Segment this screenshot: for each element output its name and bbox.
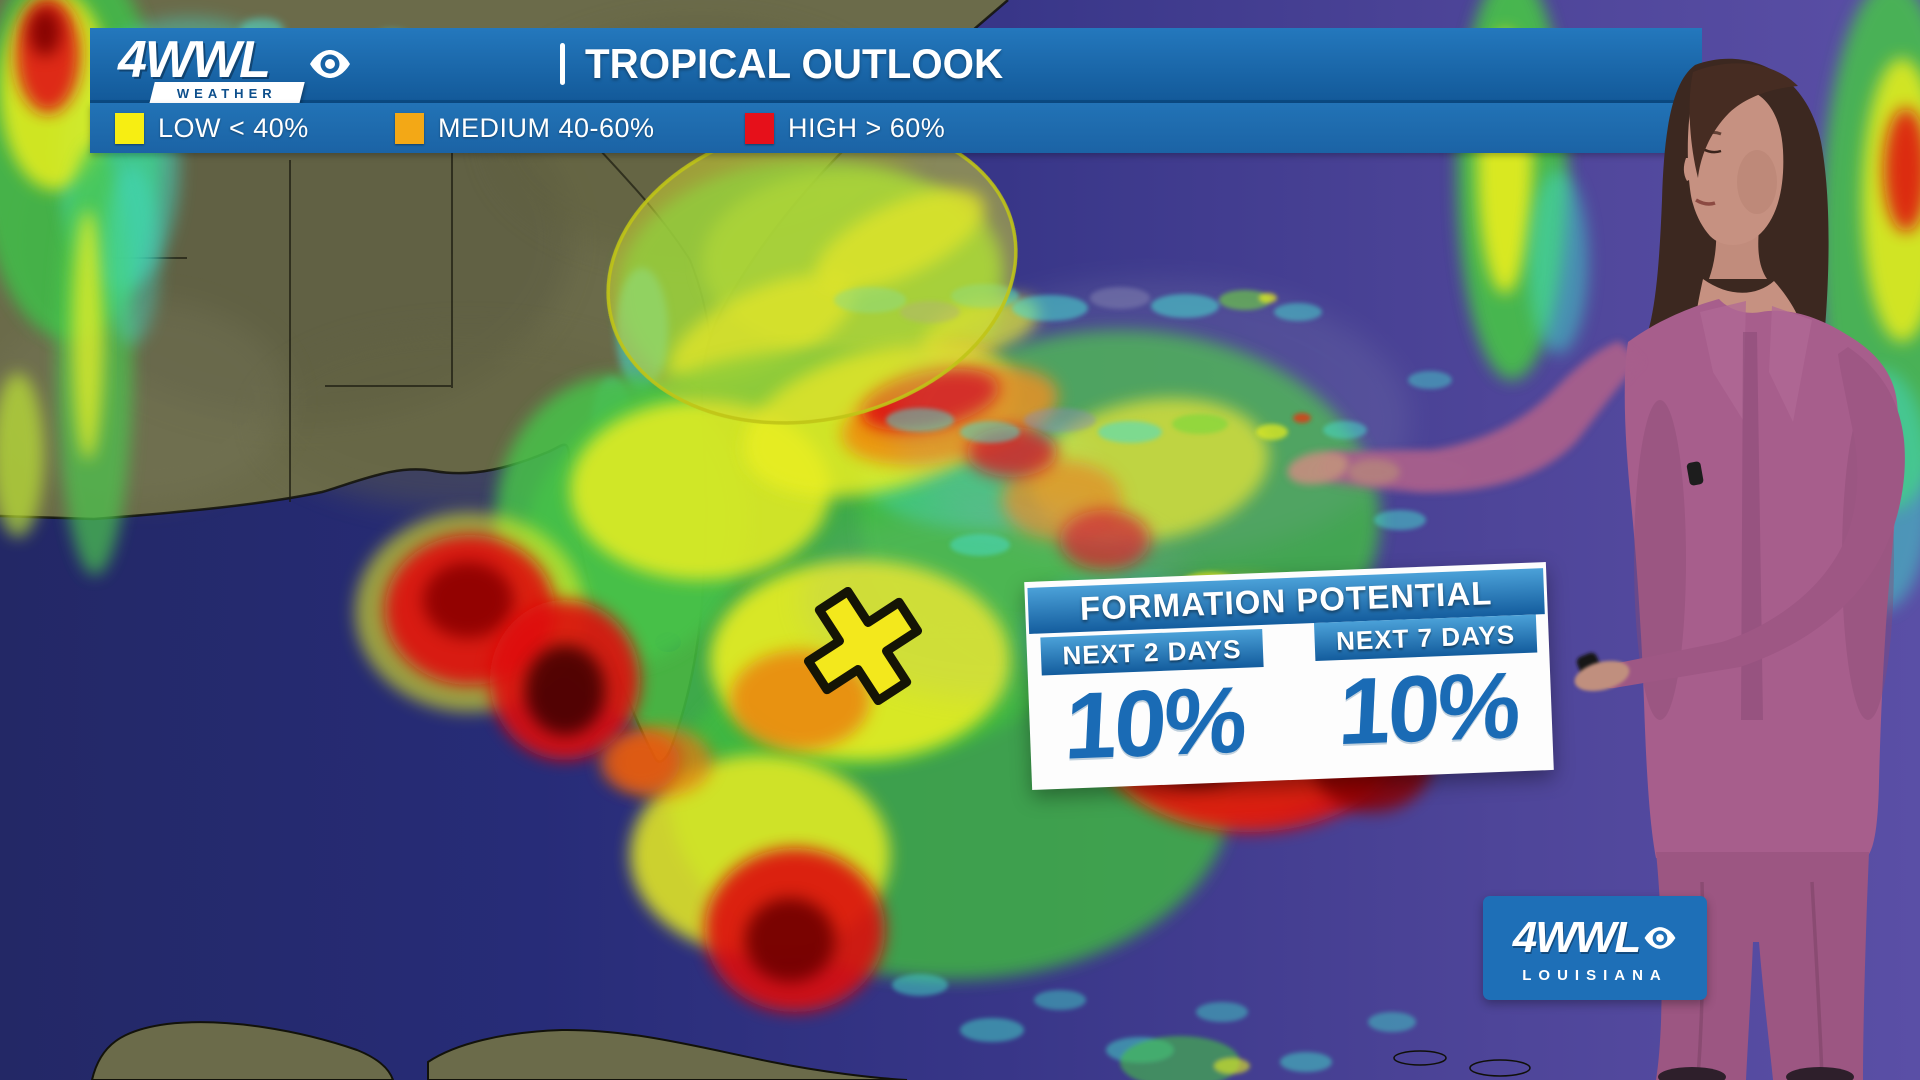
x-marker	[803, 586, 923, 706]
legend-item-low: LOW < 40%	[115, 103, 309, 153]
station-logo: 4WWL WEATHER	[90, 28, 560, 104]
legend-label-medium: MEDIUM 40-60%	[438, 112, 655, 143]
risk-legend-bar: LOW < 40% MEDIUM 40-60% HIGH > 60%	[90, 103, 1702, 153]
landmass-cuba	[427, 1028, 908, 1080]
formation-col-2days: NEXT 2 DAYS 10%	[1040, 628, 1267, 783]
legend-item-high: HIGH > 60%	[745, 103, 945, 153]
legend-swatch-high	[745, 112, 774, 144]
formation-col-7days-value: 10%	[1336, 652, 1521, 765]
landmass-yucatan	[90, 1021, 395, 1080]
header-bar: 4WWL WEATHER TROPICAL OUTLOOK	[90, 28, 1702, 104]
legend-label-low: LOW < 40%	[158, 112, 309, 143]
station-bug-region: LOUISIANA	[1522, 966, 1668, 984]
formation-col-7days: NEXT 7 DAYS 10%	[1313, 614, 1541, 768]
legend-label-high: HIGH > 60%	[788, 112, 946, 143]
page-title: TROPICAL OUTLOOK	[585, 40, 1004, 87]
formation-col-2days-value: 10%	[1062, 666, 1247, 779]
cbs-eye-icon	[1643, 926, 1677, 949]
title-divider	[560, 43, 565, 85]
station-logo-text: 4WWL	[118, 31, 271, 89]
legend-swatch-medium	[395, 112, 424, 144]
station-tagline-box: WEATHER	[149, 82, 305, 104]
legend-item-medium: MEDIUM 40-60%	[395, 103, 655, 153]
caribbean-speckles	[892, 974, 1416, 1080]
formation-potential-panel: FORMATION POTENTIAL NEXT 2 DAYS 10% NEXT…	[1024, 562, 1554, 790]
legend-swatch-low	[115, 112, 144, 144]
station-bug-text: 4WWL	[1512, 912, 1641, 962]
cbs-eye-icon	[308, 50, 352, 83]
station-tagline: WEATHER	[177, 85, 277, 101]
station-bug: 4WWL LOUISIANA	[1483, 896, 1707, 1000]
